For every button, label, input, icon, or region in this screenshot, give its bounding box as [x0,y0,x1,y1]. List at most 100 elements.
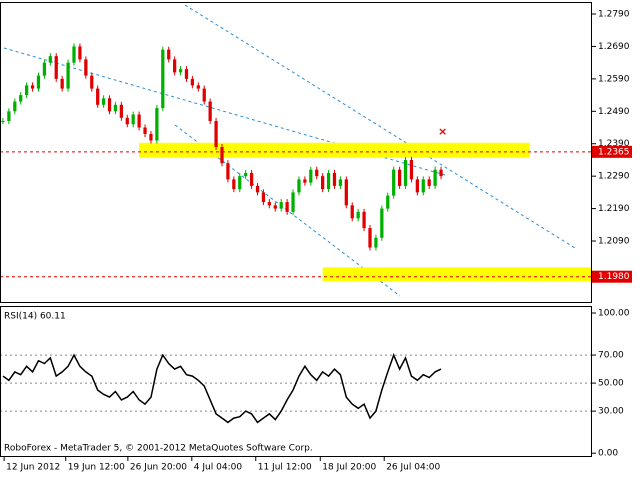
y-tick-label: 1.2590 [598,74,630,84]
y-tick-label: 0.00 [598,449,618,459]
y-tick-label: 1.2390 [598,139,630,149]
candle [409,159,414,180]
level-label: 1.2365 [598,147,630,157]
candle [30,85,35,89]
candle [1,121,5,123]
candle [427,179,431,186]
candle [368,228,372,248]
candle [220,146,224,164]
rsi-frame [0,306,592,457]
y-tick-label: 1.2290 [598,172,630,182]
rsi-panel: 100.00 70.00 50.00 30.00 0.00 RSI(14) 60.11 Ro… [0,309,630,459]
candle [403,159,408,186]
candle [161,49,165,109]
candle [78,46,82,60]
candle [208,101,212,122]
candle [54,56,58,79]
level-label: 1.1980 [598,272,630,282]
candle [386,195,390,209]
rsi-line [2,353,442,424]
channel-line [184,4,576,249]
candle [226,163,230,180]
candle [433,169,437,186]
x-tick-label: 18 Jul 20:00 [322,463,376,473]
candle [415,179,419,193]
candle [36,75,41,89]
candle [214,121,218,147]
candle [155,108,159,141]
candle [279,202,283,209]
level-label-box [592,145,632,158]
candle [261,192,266,203]
candle [374,237,378,248]
x-tick-label: 26 Jul 04:00 [386,463,440,473]
candle [244,172,248,177]
candle [66,62,70,89]
y-tick-label: 1.2090 [598,237,630,247]
x-tick-label: 11 Jul 12:00 [258,463,312,473]
candle [249,172,254,186]
candle [232,179,236,190]
zone [322,267,592,282]
x-tick-label: 26 Jun 20:00 [130,463,187,473]
candle [90,75,94,89]
candle [321,176,325,190]
candle [25,85,29,96]
x-tick-label: 19 Jun 12:00 [68,463,125,473]
price-frame [0,2,592,303]
candle [439,169,443,177]
price-panel: 1.2790 1.2690 1.2590 1.2490 1.2390 1.2290 1.21… [0,10,632,283]
y-tick-label: 1.2690 [598,42,630,52]
candle [291,192,295,212]
candle [202,88,206,102]
candle [42,62,47,76]
candle [13,101,17,112]
candle [125,117,129,125]
candle [72,46,76,63]
zone [139,142,530,158]
y-tick-label: 100.00 [598,309,630,319]
candle [137,114,141,128]
candle [196,85,200,89]
rsi-title: RSI(14) 60.11 [4,312,66,322]
footer: RoboForex - MetaTrader 5, © 2001-2012 Me… [4,444,313,454]
candle [48,56,52,63]
candle [96,88,100,105]
candle [350,205,354,219]
candle [344,179,348,206]
candle [297,179,301,193]
y-tick-label: 50.00 [598,379,624,389]
candle [397,169,402,186]
candle [380,208,384,238]
candle [113,104,118,112]
candle [285,202,289,212]
candle [267,202,271,206]
x-tick-label: 12 Jun 2012 [6,463,60,473]
candle [60,78,64,89]
candle [184,69,189,79]
candle [7,111,11,122]
candle [255,185,260,193]
candle [178,69,183,73]
candle [238,176,242,190]
candle [303,179,307,183]
candle [119,104,123,118]
y-tick-label: 30.00 [598,407,624,417]
candle [362,211,366,229]
candle [101,98,106,105]
candle [326,172,331,190]
y-tick-label: 1.2190 [598,204,630,214]
candle [309,169,313,183]
cross-marker: × [438,125,447,138]
candle [315,169,319,177]
candle [131,114,135,125]
candle [143,127,147,134]
candle [421,179,425,193]
candle [356,211,360,219]
candle [273,205,277,209]
y-tick-label: 70.00 [598,351,624,361]
candle [167,49,171,60]
